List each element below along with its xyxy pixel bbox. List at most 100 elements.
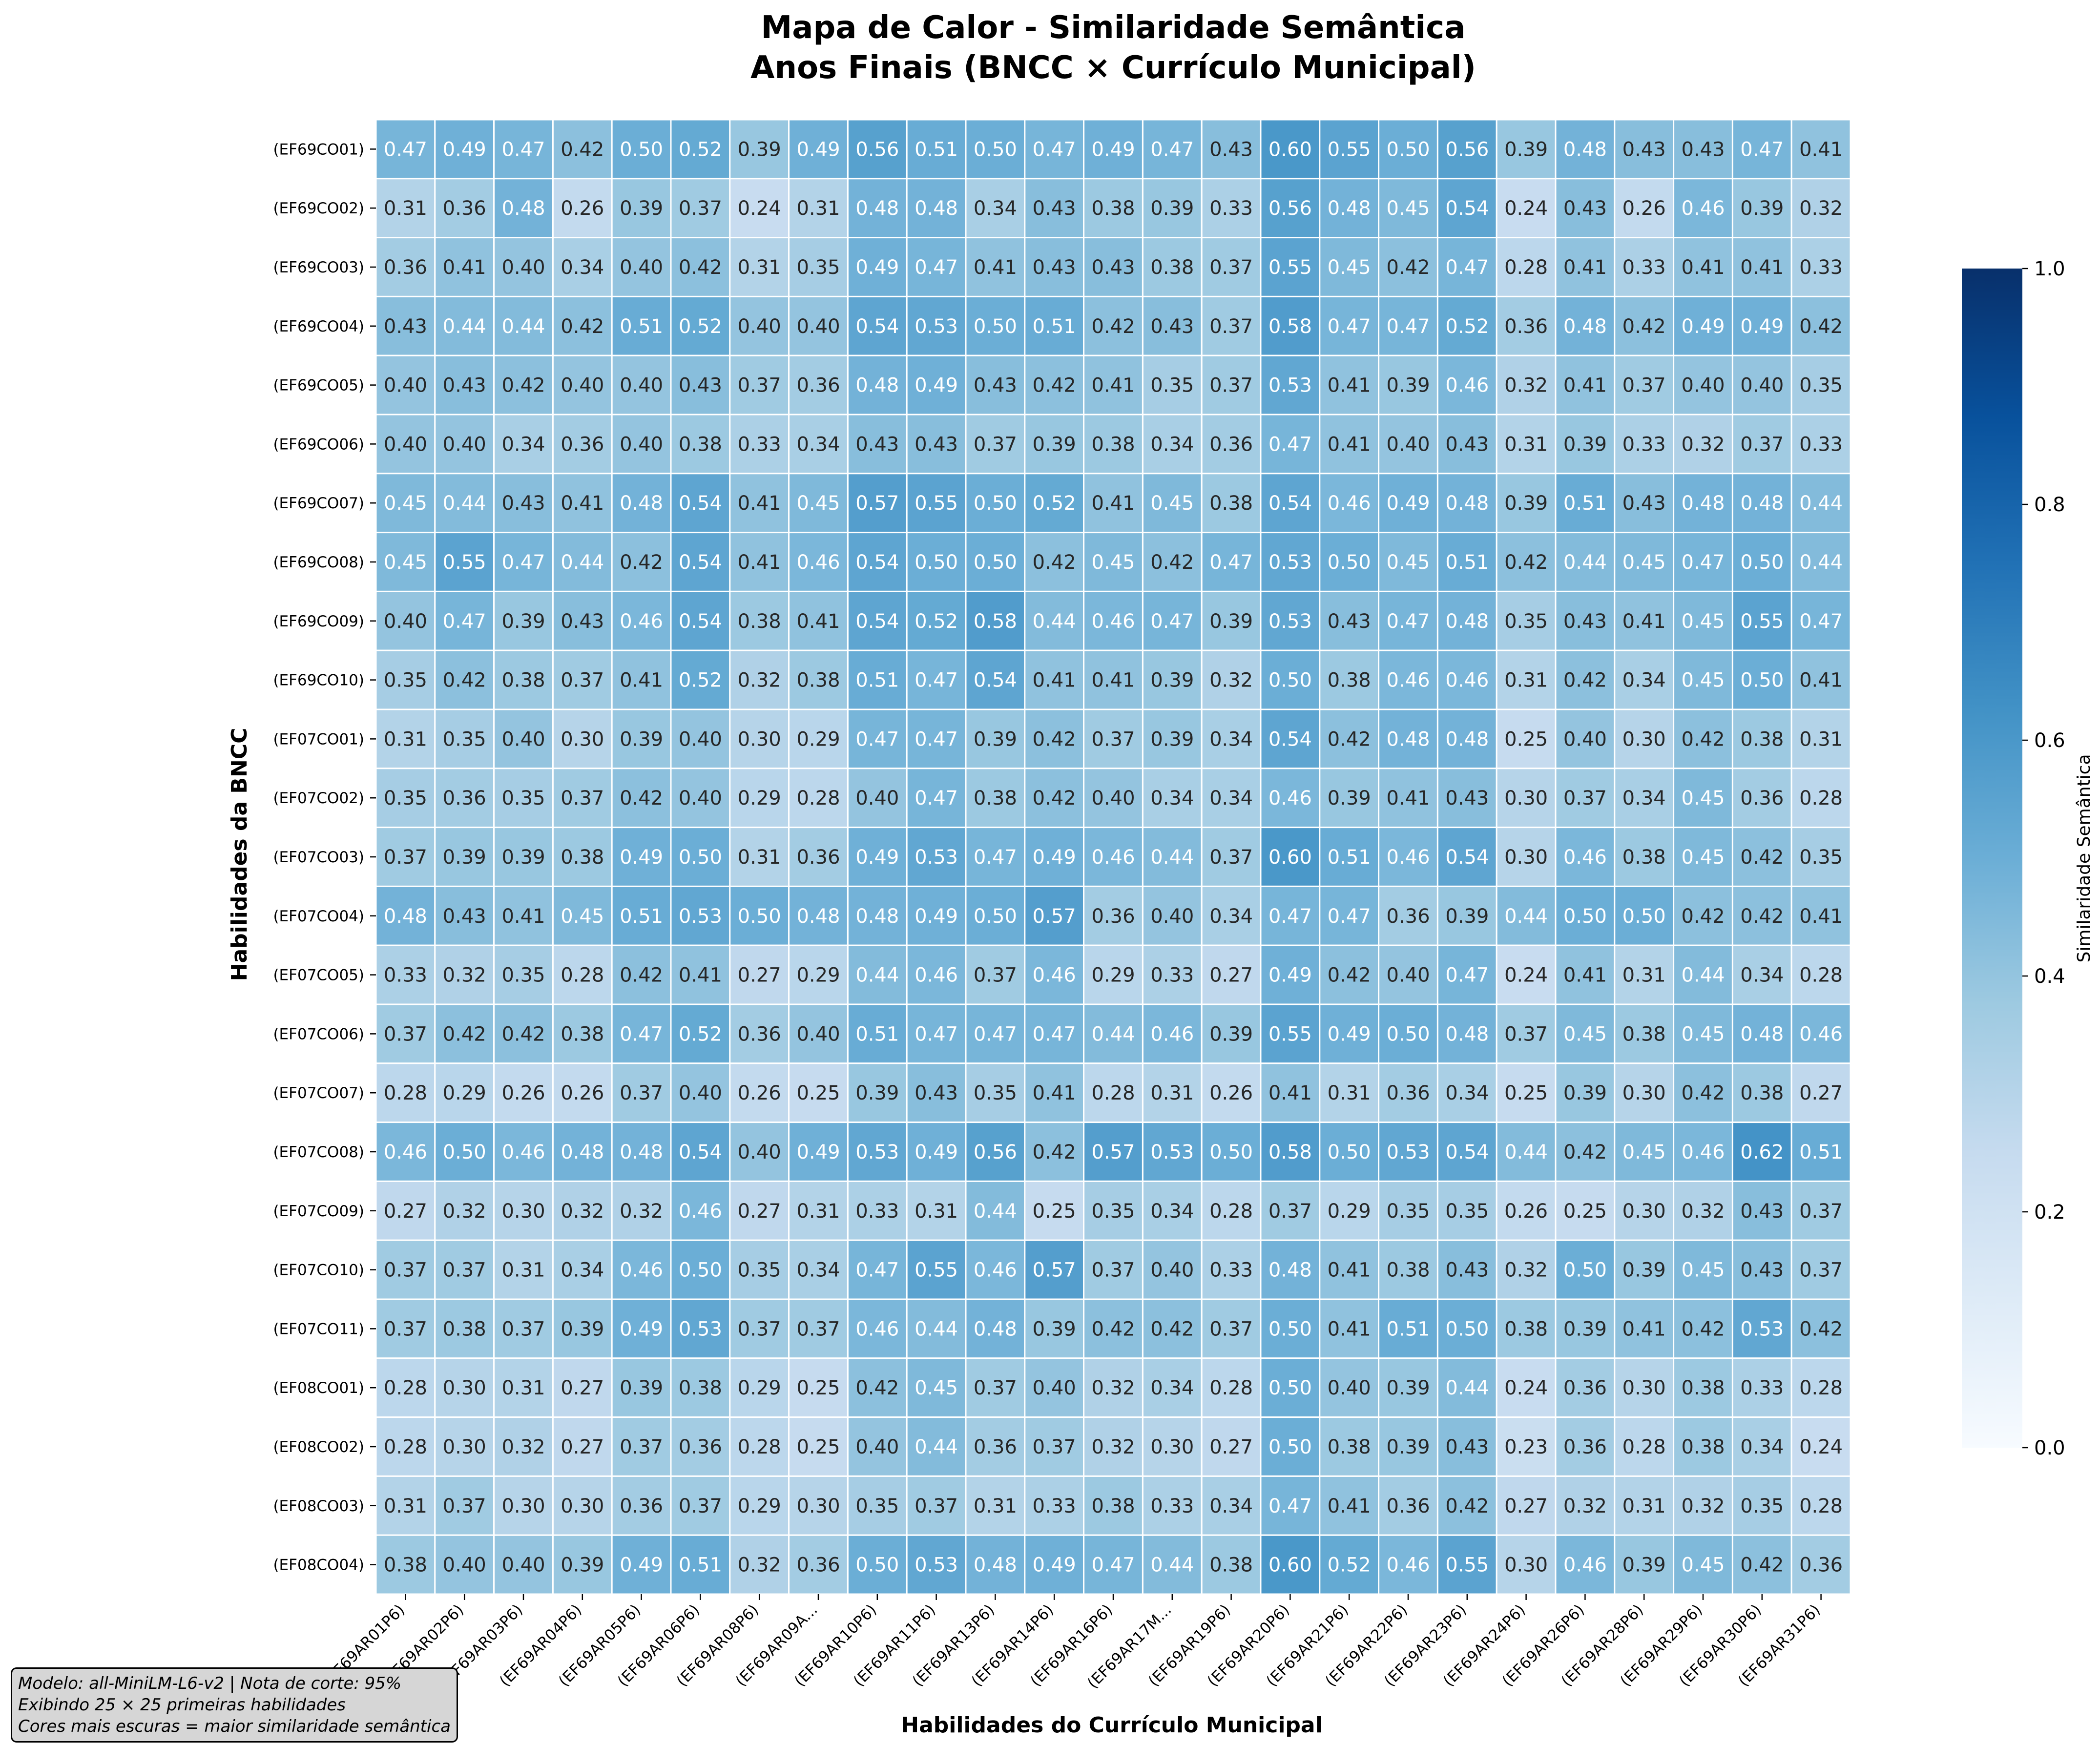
cell-value-label: 0.51 <box>1386 1318 1430 1340</box>
cell-value-label: 0.42 <box>1681 905 1725 928</box>
heatmap-cell <box>670 237 731 297</box>
heatmap-cell <box>1673 1239 1733 1300</box>
cell-value-label: 0.37 <box>1799 1259 1843 1282</box>
heatmap-cell <box>375 1298 436 1359</box>
heatmap-cell <box>906 1534 967 1595</box>
cell-value-label: 0.34 <box>501 433 545 456</box>
heatmap-cell <box>1142 295 1203 356</box>
cell-value-label: 0.47 <box>1445 256 1489 279</box>
cell-value-label: 0.43 <box>1150 315 1194 338</box>
cell-value-label: 0.50 <box>1268 1377 1312 1399</box>
cell-value-label: 0.40 <box>443 1554 486 1577</box>
cell-value-label: 0.38 <box>1091 1495 1135 1517</box>
cell-value-label: 0.41 <box>1681 256 1725 279</box>
cell-value-label: 0.37 <box>1209 256 1253 279</box>
cell-value-label: 0.47 <box>915 787 958 810</box>
cell-value-label: 0.46 <box>1091 610 1135 633</box>
cell-value-label: 0.39 <box>1209 610 1253 633</box>
cell-value-label: 0.49 <box>620 846 663 869</box>
cell-value-label: 0.32 <box>1681 433 1725 456</box>
heatmap-cell <box>847 649 908 710</box>
cell-value-label: 0.27 <box>1504 1495 1548 1517</box>
heatmap-cell <box>1496 295 1557 356</box>
cell-value-label: 0.57 <box>855 492 899 515</box>
heatmap-cell <box>1024 178 1085 239</box>
heatmap-cell <box>1201 1298 1262 1359</box>
heatmap-cell <box>729 1003 790 1064</box>
cell-value-label: 0.42 <box>620 964 663 987</box>
cell-value-label: 0.33 <box>1799 433 1843 456</box>
heatmap-cell <box>670 708 731 769</box>
heatmap-cell <box>1731 1416 1792 1477</box>
heatmap-cell <box>1024 354 1085 415</box>
heatmap-cell <box>1496 237 1557 297</box>
cell-value-label: 0.52 <box>679 138 722 161</box>
cell-value-label: 0.29 <box>738 1495 781 1517</box>
cell-value-label: 0.47 <box>1386 610 1430 633</box>
cell-value-label: 0.51 <box>855 669 899 692</box>
cell-value-label: 0.32 <box>1209 669 1253 692</box>
cell-value-label: 0.41 <box>1033 669 1076 692</box>
heatmap-cell <box>1024 1062 1085 1123</box>
heatmap-cell <box>1142 1122 1203 1182</box>
cell-value-label: 0.31 <box>1799 728 1843 750</box>
heatmap-cell <box>552 1180 613 1241</box>
heatmap-cell <box>1790 1534 1851 1595</box>
heatmap-cell <box>1731 768 1792 829</box>
cell-value-label: 0.44 <box>1681 964 1725 987</box>
cell-value-label: 0.46 <box>1445 669 1489 692</box>
cell-value-label: 0.41 <box>738 551 781 574</box>
cell-value-label: 0.46 <box>974 1259 1017 1282</box>
cell-value-label: 0.51 <box>679 1554 722 1577</box>
cell-value-label: 0.30 <box>1504 1554 1548 1577</box>
cell-value-label: 0.39 <box>1150 669 1194 692</box>
heatmap-cell <box>493 532 554 592</box>
cell-value-label: 0.39 <box>561 1318 604 1340</box>
cell-value-label: 0.46 <box>1799 1023 1843 1045</box>
cell-value-label: 0.45 <box>384 492 427 515</box>
cell-value-label: 0.38 <box>561 1023 604 1045</box>
cell-value-label: 0.34 <box>1209 787 1253 810</box>
heatmap-cell <box>1555 768 1616 829</box>
cell-value-label: 0.31 <box>974 1495 1017 1517</box>
y-tick-label: (EF69CO05) <box>273 377 364 395</box>
heatmap-cell <box>1555 1003 1616 1064</box>
colorbar-tick-label: 0.2 <box>2034 1201 2065 1224</box>
cell-value-label: 0.44 <box>443 315 486 338</box>
cell-value-label: 0.48 <box>855 374 899 397</box>
heatmap-cell <box>847 237 908 297</box>
heatmap-cell <box>788 354 849 415</box>
cell-value-label: 0.41 <box>1563 964 1607 987</box>
note-line: Exibindo 25 × 25 primeiras habilidades <box>18 1695 346 1715</box>
cell-value-label: 0.31 <box>384 728 427 750</box>
cell-value-label: 0.47 <box>1150 610 1194 633</box>
cell-value-label: 0.50 <box>1328 1141 1371 1163</box>
cell-value-label: 0.50 <box>1268 669 1312 692</box>
cell-value-label: 0.43 <box>1740 1259 1784 1282</box>
cell-value-label: 0.28 <box>1209 1377 1253 1399</box>
cell-value-label: 0.40 <box>501 728 545 750</box>
heatmap-cell <box>788 1357 849 1418</box>
cell-value-label: 0.46 <box>1328 492 1371 515</box>
heatmap-cell <box>1790 768 1851 829</box>
heatmap-cell <box>1378 590 1438 651</box>
colorbar-tick-label: 0.6 <box>2034 729 2065 752</box>
heatmap-cell <box>670 1003 731 1064</box>
heatmap-cell <box>729 768 790 829</box>
cell-value-label: 0.36 <box>384 256 427 279</box>
heatmap-cell <box>1731 354 1792 415</box>
heatmap-cell <box>1555 295 1616 356</box>
cell-value-label: 0.37 <box>620 1082 663 1104</box>
cell-value-label: 0.42 <box>1740 846 1784 869</box>
cell-value-label: 0.37 <box>1504 1023 1548 1045</box>
cell-value-label: 0.30 <box>443 1436 486 1458</box>
cell-value-label: 0.40 <box>1563 728 1607 750</box>
heatmap-cell <box>375 1239 436 1300</box>
cell-value-label: 0.37 <box>974 964 1017 987</box>
cell-value-label: 0.35 <box>855 1495 899 1517</box>
cell-value-label: 0.42 <box>1740 1554 1784 1577</box>
heatmap-cell <box>729 590 790 651</box>
heatmap-cell <box>1142 1003 1203 1064</box>
cell-value-label: 0.38 <box>974 787 1017 810</box>
heatmap-cell <box>1731 237 1792 297</box>
